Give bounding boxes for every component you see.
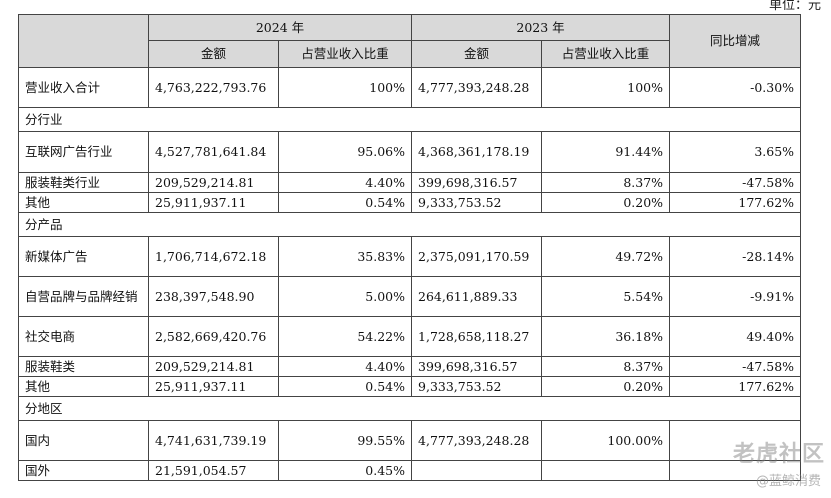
share-2024: 100% bbox=[277, 67, 413, 108]
amount-2023: 4,368,361,178.19 bbox=[411, 131, 543, 173]
table-row: 社交电商 2,582,669,420.76 54.22% 1,728,658,1… bbox=[18, 316, 802, 357]
share-2023: 8.37% bbox=[541, 172, 671, 193]
share-2024: 0.54% bbox=[277, 376, 413, 397]
row-label: 互联网广告行业 bbox=[18, 131, 149, 173]
amount-2023: 1,728,658,118.27 bbox=[411, 316, 543, 357]
header-2023: 2023 年 bbox=[411, 14, 671, 41]
table-row: 其他 25,911,937.11 0.54% 9,333,753.52 0.20… bbox=[18, 376, 802, 397]
yoy-change: -28.14% bbox=[669, 236, 802, 277]
table-row: 国内 4,741,631,739.19 99.55% 4,777,393,248… bbox=[18, 420, 802, 461]
yoy-change: 177.62% bbox=[669, 192, 802, 213]
share-2024: 0.45% bbox=[277, 460, 413, 481]
share-2024: 35.83% bbox=[277, 236, 413, 277]
share-2023: 0.20% bbox=[541, 376, 671, 397]
share-2024: 4.40% bbox=[277, 356, 413, 377]
share-2023: 91.44% bbox=[541, 131, 671, 173]
amount-2023: 9,333,753.52 bbox=[411, 376, 543, 397]
share-2023: 5.54% bbox=[541, 276, 671, 317]
amount-2024: 21,591,054.57 bbox=[148, 460, 279, 481]
amount-2023: 2,375,091,170.59 bbox=[411, 236, 543, 277]
amount-2024: 2,582,669,420.76 bbox=[148, 316, 279, 357]
table-row: 服装鞋类 209,529,214.81 4.40% 399,698,316.57… bbox=[18, 356, 802, 377]
yoy-change: -0.30% bbox=[669, 67, 802, 108]
row-label: 其他 bbox=[18, 376, 149, 397]
row-label: 国外 bbox=[18, 460, 149, 481]
amount-2023: 399,698,316.57 bbox=[411, 172, 543, 193]
table-row: 服装鞋类行业 209,529,214.81 4.40% 399,698,316.… bbox=[18, 172, 802, 193]
header-amount-2023: 金额 bbox=[411, 40, 543, 68]
section-label: 分地区 bbox=[17, 396, 802, 421]
share-2023: 36.18% bbox=[541, 316, 671, 357]
row-label: 其他 bbox=[18, 192, 149, 213]
amount-2024: 238,397,548.90 bbox=[148, 276, 279, 317]
amount-2024: 209,529,214.81 bbox=[148, 172, 279, 193]
yoy-change: 177.62% bbox=[669, 376, 802, 397]
amount-2024: 25,911,937.11 bbox=[148, 376, 279, 397]
share-2024: 0.54% bbox=[277, 192, 413, 213]
share-2024: 4.40% bbox=[277, 172, 413, 193]
yoy-change bbox=[669, 420, 802, 461]
amount-2024: 4,763,222,793.76 bbox=[148, 67, 279, 108]
amount-2023: 9,333,753.52 bbox=[411, 192, 543, 213]
header-blank bbox=[18, 14, 149, 68]
share-2023: 0.20% bbox=[541, 192, 671, 213]
row-label: 新媒体广告 bbox=[18, 236, 149, 277]
table-row: 自营品牌与品牌经销 238,397,548.90 5.00% 264,611,8… bbox=[18, 276, 802, 317]
share-2023: 49.72% bbox=[541, 236, 671, 277]
amount-2024: 4,527,781,641.84 bbox=[148, 131, 279, 173]
yoy-change bbox=[669, 460, 802, 481]
amount-2023: 4,777,393,248.28 bbox=[411, 420, 543, 461]
share-2023 bbox=[541, 460, 671, 481]
table-row: 新媒体广告 1,706,714,672.18 35.83% 2,375,091,… bbox=[18, 236, 802, 277]
watermark-logo: 老虎社区 bbox=[732, 442, 825, 467]
share-2023: 100% bbox=[541, 67, 671, 108]
table-row: 互联网广告行业 4,527,781,641.84 95.06% 4,368,36… bbox=[18, 131, 802, 173]
amount-2024: 25,911,937.11 bbox=[148, 192, 279, 213]
amount-2023: 264,611,889.33 bbox=[411, 276, 543, 317]
yoy-change: -9.91% bbox=[669, 276, 802, 317]
watermark-handle: @蓝鲸消费 bbox=[755, 474, 821, 489]
share-2024: 54.22% bbox=[277, 316, 413, 357]
section-label: 分产品 bbox=[17, 212, 802, 237]
share-2024: 99.55% bbox=[277, 420, 413, 461]
table-row: 国外 21,591,054.57 0.45% bbox=[18, 460, 802, 481]
share-2023: 8.37% bbox=[541, 356, 671, 377]
row-label: 社交电商 bbox=[18, 316, 149, 357]
header-amount-2024: 金额 bbox=[148, 40, 279, 68]
amount-2023: 4,777,393,248.28 bbox=[411, 67, 543, 108]
yoy-change: 49.40% bbox=[669, 316, 802, 357]
header-share-2023: 占营业收入比重 bbox=[541, 40, 671, 68]
revenue-table: 2024 年 2023 年 同比增减 金额 占营业收入比重 金额 占营业收入比重… bbox=[17, 14, 802, 481]
total-row: 营业收入合计 4,763,222,793.76 100% 4,777,393,2… bbox=[18, 67, 802, 108]
header-row-cols: 金额 占营业收入比重 金额 占营业收入比重 bbox=[19, 40, 801, 68]
amount-2024: 4,741,631,739.19 bbox=[148, 420, 279, 461]
section-row-product: 分产品 bbox=[17, 212, 802, 237]
amount-2023: 399,698,316.57 bbox=[411, 356, 543, 377]
share-2023: 100.00% bbox=[541, 420, 671, 461]
section-label: 分行业 bbox=[17, 107, 802, 132]
yoy-change: -47.58% bbox=[669, 356, 802, 377]
amount-2023 bbox=[411, 460, 543, 481]
row-label: 服装鞋类 bbox=[18, 356, 149, 377]
header-share-2024: 占营业收入比重 bbox=[277, 40, 413, 68]
section-row-region: 分地区 bbox=[17, 396, 802, 421]
row-label: 营业收入合计 bbox=[18, 67, 149, 108]
header-yoy: 同比增减 bbox=[669, 14, 802, 68]
yoy-change: 3.65% bbox=[669, 131, 802, 173]
row-label: 国内 bbox=[18, 420, 149, 461]
header-row-years: 2024 年 2023 年 同比增减 bbox=[18, 14, 802, 68]
share-2024: 95.06% bbox=[277, 131, 413, 173]
amount-2024: 209,529,214.81 bbox=[148, 356, 279, 377]
section-row-industry: 分行业 bbox=[17, 107, 802, 132]
amount-2024: 1,706,714,672.18 bbox=[148, 236, 279, 277]
share-2024: 5.00% bbox=[277, 276, 413, 317]
row-label: 自营品牌与品牌经销 bbox=[18, 276, 149, 317]
unit-label: 单位：元 bbox=[768, 0, 821, 13]
header-2024: 2024 年 bbox=[147, 14, 413, 41]
yoy-change: -47.58% bbox=[669, 172, 802, 193]
row-label: 服装鞋类行业 bbox=[18, 172, 149, 193]
table-row: 其他 25,911,937.11 0.54% 9,333,753.52 0.20… bbox=[18, 192, 802, 213]
